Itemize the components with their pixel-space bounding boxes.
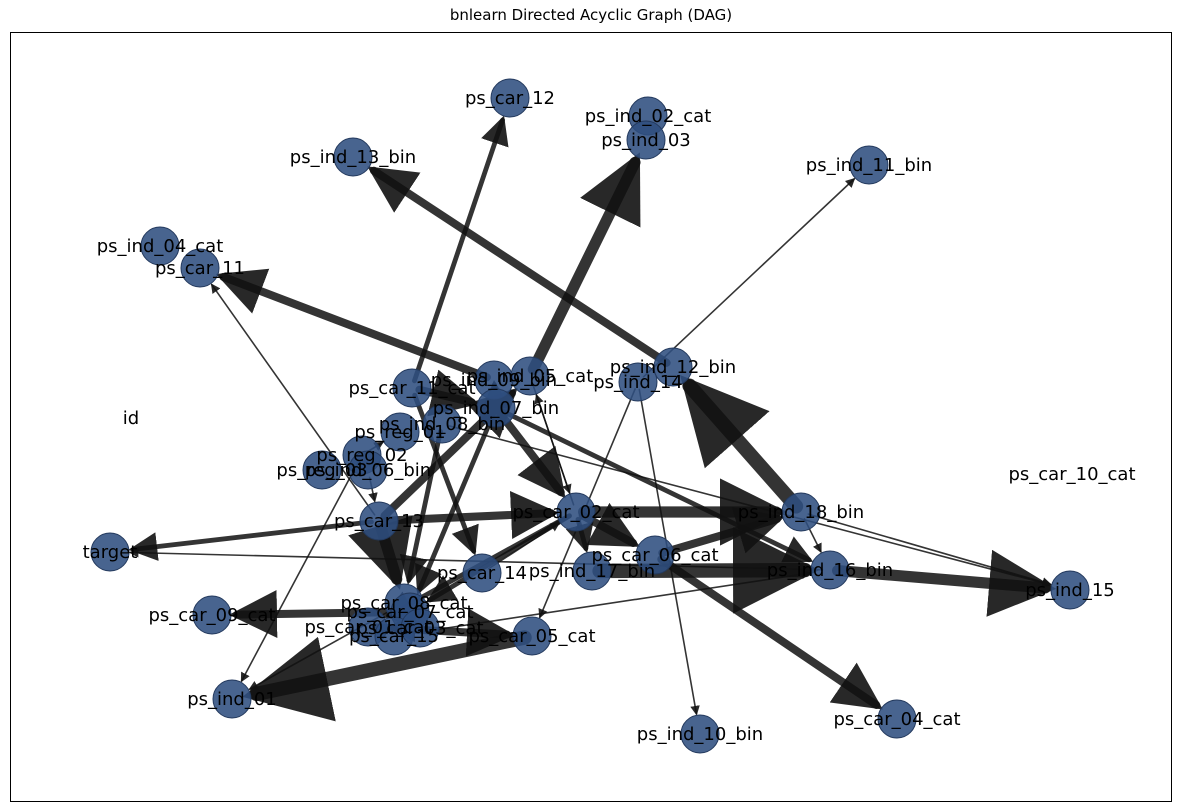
node-label-ps_car_10_cat: ps_car_10_cat [1008, 464, 1135, 485]
edge-ps_car_14-to-ps_car_02_cat [487, 522, 561, 570]
edge-ps_car_13-to-ps_car_11 [210, 283, 376, 516]
node-ps_ind_10_bin [680, 714, 720, 754]
node-ps_ind_15 [1050, 570, 1090, 610]
node-label-ps_reg_02: ps_reg_02 [316, 445, 407, 466]
node-label-ps_ind_17_bin: ps_ind_17_bin [529, 561, 655, 582]
edge-ps_ind_05_cat-to-ps_ind_03 [527, 152, 641, 375]
node-ps_car_11 [180, 248, 220, 288]
node-ps_car_03_cat [400, 608, 440, 648]
node-label-ps_ind_13_bin: ps_ind_13_bin [290, 147, 416, 168]
node-ps_car_06_cat [635, 535, 675, 575]
node-label-ps_ind_09_bin: ps_ind_09_bin [431, 370, 557, 391]
edge-ps_ind_12_bin-to-ps_ind_13_bin [367, 166, 671, 367]
node-ps_car_12 [490, 78, 530, 118]
node-ps_car_11_cat [392, 368, 432, 408]
node-ps_ind_17_bin [572, 551, 612, 591]
node-ps_ind_07_bin [476, 388, 516, 428]
node-label-ps_ind_15: ps_ind_15 [1025, 580, 1115, 601]
node-label-ps_ind_14: ps_ind_14 [593, 372, 683, 393]
edge-ps_ind_17_bin-to-ps_ind_16_bin [592, 527, 820, 614]
node-ps_car_14 [462, 553, 502, 593]
labels-layer: ps_car_12 ps_ind_02_cat ps_ind_03 ps_ind_13… [83, 88, 1136, 745]
edge-ps_car_15-to-ps_ind_16_bin [400, 569, 812, 636]
nodes-layer [90, 78, 1090, 754]
edge-ps_ind_14-to-ps_ind_11_bin [642, 177, 856, 378]
node-ps_ind_11_bin [849, 145, 889, 185]
edge-ps_ind_09_bin-to-ps_car_11 [215, 268, 491, 382]
edges-layer [128, 115, 1057, 722]
node-ps_ind_12_bin [653, 347, 693, 387]
node-label-ps_car_15: ps_car_15 [349, 626, 439, 647]
node-label-ps_car_09_cat: ps_car_09_cat [148, 605, 275, 626]
chart-title: bnlearn Directed Acyclic Graph (DAG) [449, 6, 733, 24]
node-ps_reg_03 [302, 450, 342, 490]
node-ps_ind_16_bin [810, 550, 850, 590]
node-label-ps_ind_04_cat: ps_ind_04_cat [97, 236, 224, 257]
node-ps_ind_06_bin [348, 450, 388, 490]
node-label-ps_ind_02_cat: ps_ind_02_cat [585, 106, 712, 127]
edge-ps_car_11_cat-to-ps_car_12 [412, 115, 509, 384]
node-label-ps_ind_03: ps_ind_03 [601, 130, 691, 151]
edge-ps_ind_07_bin-to-ps_car_07_cat [415, 412, 496, 595]
edge-ps_ind_16_bin-to-ps_ind_15 [831, 549, 1057, 617]
node-target [90, 532, 130, 572]
node-ps_ind_18_bin [781, 492, 821, 532]
node-ps_car_02_cat [556, 492, 596, 532]
edge-ps_car_13-to-ps_car_02_cat [382, 490, 560, 539]
node-label-target: target [83, 542, 138, 563]
node-label-ps_car_01_cat: ps_car_01_cat [304, 617, 431, 638]
node-label-ps_ind_11_bin: ps_ind_11_bin [806, 155, 932, 176]
node-label-ps_car_13: ps_car_13 [334, 511, 424, 532]
node-ps_ind_05_cat [510, 356, 550, 396]
edge-ps_car_13-to-target [128, 519, 374, 561]
node-label-id: id [123, 408, 139, 429]
edge-ps_reg_02-to-ps_ind_01 [240, 460, 360, 683]
plot-frame [10, 32, 1172, 802]
node-ps_car_04_cat [877, 699, 917, 739]
node-ps_ind_01 [212, 679, 252, 719]
node-label-ps_car_11_cat: ps_car_11_cat [348, 378, 475, 399]
node-label-ps_ind_07_bin: ps_ind_07_bin [433, 398, 559, 419]
node-ps_car_13 [359, 501, 399, 541]
node-label-ps_ind_16_bin: ps_ind_16_bin [767, 560, 893, 581]
edge-ps_ind_18_bin-to-ps_ind_15 [807, 513, 1052, 587]
node-label-ps_reg_01: ps_reg_01 [354, 422, 445, 443]
edge-ps_ind_08_bin-to-ps_ind_15 [448, 425, 1052, 588]
node-label-ps_ind_06_bin: ps_ind_06_bin [305, 460, 431, 481]
node-label-ps_car_12: ps_car_12 [465, 88, 555, 109]
node-ps_ind_14 [618, 362, 658, 402]
node-ps_car_09_cat [192, 595, 232, 635]
node-label-ps_car_07_cat: ps_car_07_cat [346, 602, 473, 623]
edge-ps_car_06_cat-to-ps_ind_18_bin [658, 507, 785, 557]
node-label-ps_ind_05_cat: ps_ind_05_cat [467, 366, 594, 387]
node-ps_ind_03 [626, 120, 666, 160]
node-label-ps_reg_03: ps_reg_03 [276, 460, 367, 481]
node-ps_ind_08_bin [422, 404, 462, 444]
node-label-ps_car_11: ps_car_11 [155, 258, 245, 279]
node-label-ps_ind_18_bin: ps_ind_18_bin [738, 502, 864, 523]
node-label-ps_ind_12_bin: ps_ind_12_bin [610, 357, 736, 378]
edge-ps_car_06_cat-to-ps_car_04_cat [657, 555, 883, 710]
node-label-ps_car_03_cat: ps_car_03_cat [356, 618, 483, 639]
node-label-ps_car_05_cat: ps_car_05_cat [468, 626, 595, 647]
node-ps_car_05_cat [512, 616, 552, 656]
node-ps_ind_13_bin [333, 137, 373, 177]
node-label-ps_car_14: ps_car_14 [437, 563, 527, 584]
node-label-ps_car_06_cat: ps_car_06_cat [591, 545, 718, 566]
node-ps_reg_01 [380, 412, 420, 452]
edge-ps_ind_18_bin-to-ps_ind_12_bin [680, 374, 804, 514]
node-label-ps_ind_10_bin: ps_ind_10_bin [637, 724, 763, 745]
node-label-ps_car_04_cat: ps_car_04_cat [833, 709, 960, 730]
node-label-ps_ind_08_bin: ps_ind_08_bin [379, 414, 505, 435]
edge-ps_ind_08_bin-to-ps_car_08_cat [399, 429, 443, 585]
node-ps_ind_04_cat [140, 226, 180, 266]
edge-ps_ind_05_cat-to-ps_car_02_cat [531, 382, 572, 495]
node-label-ps_car_02_cat: ps_car_02_cat [512, 502, 639, 523]
node-label-ps_ind_01: ps_ind_01 [187, 689, 277, 710]
node-label-ps_car_08_cat: ps_car_08_cat [340, 593, 467, 614]
